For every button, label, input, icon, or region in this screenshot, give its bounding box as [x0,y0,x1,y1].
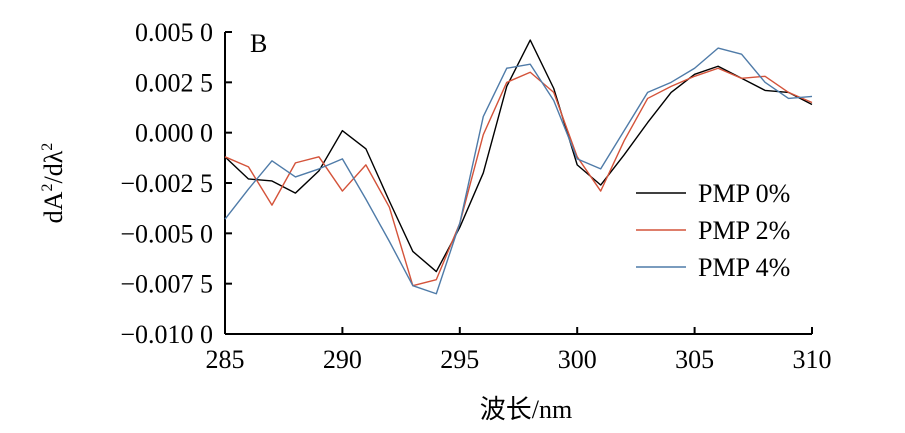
x-tick-label: 290 [323,345,362,374]
x-tick-label: 305 [675,345,714,374]
y-tick-label: 0.000 0 [135,119,213,148]
panel-label: B [250,29,267,58]
y-tick-label: −0.010 0 [120,320,213,349]
legend: PMP 0% PMP 2% PMP 4% [636,179,790,282]
y-axis-label-mid: /dλ [39,150,68,183]
y-axis-label: dA2/dλ2 [39,143,68,224]
y-axis-ticks: 0.005 0 0.002 5 0.000 0 −0.002 5 −0.005 0 −0.… [120,18,232,349]
y-axis-label-base: dA [39,191,68,223]
legend-label-2: PMP 2% [698,216,790,245]
legend-label-3: PMP 4% [698,253,790,282]
y-axis-label-sup1: 2 [39,184,56,192]
y-tick-label: −0.005 0 [120,219,213,248]
y-tick-label: −0.007 5 [120,270,213,299]
x-tick-label: 310 [793,345,832,374]
y-tick-label: 0.002 5 [135,68,213,97]
y-tick-label: −0.002 5 [120,169,213,198]
y-axis-label-sup2: 2 [39,143,56,151]
plot-area: 285 290 295 300 305 310 0.005 0 0.002 5 0.000 0… [120,18,831,374]
series-line-2 [224,67,813,287]
x-axis-ticks: 285 290 295 300 305 310 [206,327,832,374]
x-tick-label: 285 [206,345,245,374]
x-tick-label: 295 [440,345,479,374]
x-tick-label: 300 [558,345,597,374]
series-line-1 [224,39,813,273]
series-lines [224,39,813,295]
y-tick-label: 0.005 0 [135,18,213,47]
series-line-3 [224,47,813,295]
legend-label-1: PMP 0% [698,179,790,208]
x-axis-label: 波长/nm [480,395,572,424]
